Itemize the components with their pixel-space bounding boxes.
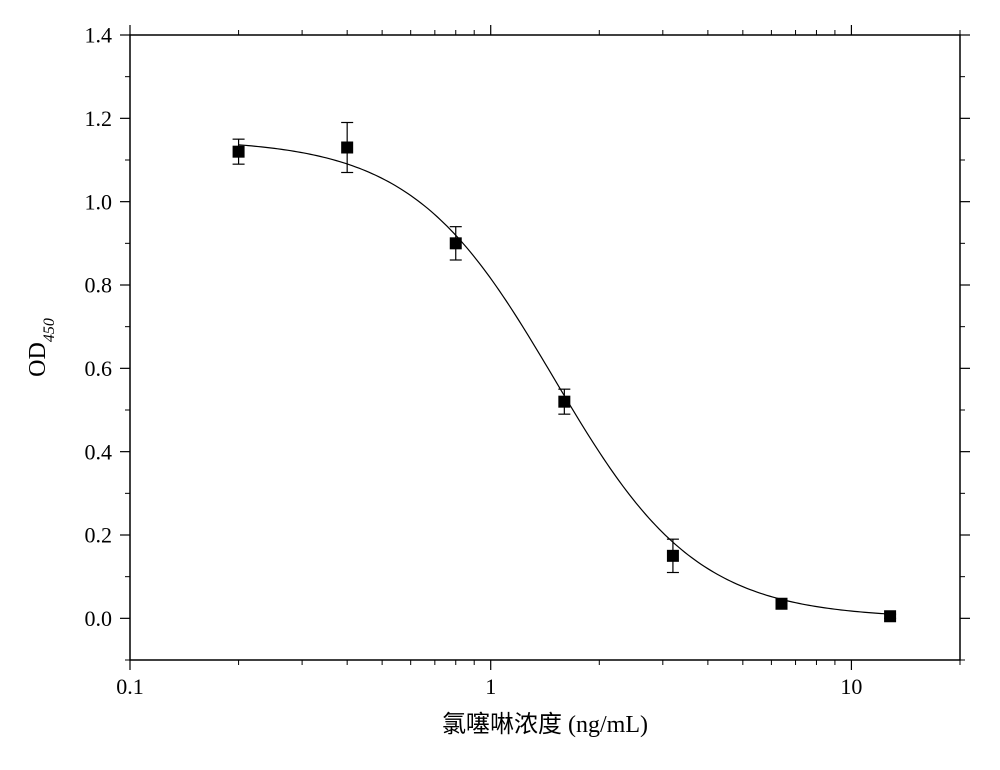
y-tick-label: 0.0 bbox=[85, 606, 113, 631]
y-tick-label: 1.2 bbox=[85, 106, 113, 131]
data-marker bbox=[233, 146, 245, 158]
x-axis-label: 氯噻啉浓度 (ng/mL) bbox=[442, 711, 648, 738]
data-marker bbox=[776, 598, 788, 610]
y-tick-label: 0.6 bbox=[85, 356, 113, 381]
x-tick-label: 10 bbox=[840, 674, 862, 699]
y-tick-label: 0.2 bbox=[85, 523, 113, 548]
y-tick-label: 1.4 bbox=[85, 23, 113, 48]
data-marker bbox=[450, 237, 462, 249]
chart-container: 0.1 1 10 0.0 0.2 0.4 0.6 0.8 1.0 1.2 1.4 氯噻啉浓度 (ng/… bbox=[0, 0, 1000, 770]
data-marker bbox=[884, 610, 896, 622]
x-tick-label: 1 bbox=[485, 674, 496, 699]
data-marker bbox=[341, 142, 353, 154]
y-tick-label: 1.0 bbox=[85, 189, 113, 214]
y-tick-label: 0.4 bbox=[85, 439, 113, 464]
x-tick-label: 0.1 bbox=[116, 674, 144, 699]
y-tick-label: 0.8 bbox=[85, 273, 113, 298]
data-marker bbox=[667, 550, 679, 562]
data-marker bbox=[558, 396, 570, 408]
chart-background bbox=[0, 0, 1000, 770]
chart-svg: 0.1 1 10 0.0 0.2 0.4 0.6 0.8 1.0 1.2 1.4 氯噻啉浓度 (ng/… bbox=[0, 0, 1000, 770]
